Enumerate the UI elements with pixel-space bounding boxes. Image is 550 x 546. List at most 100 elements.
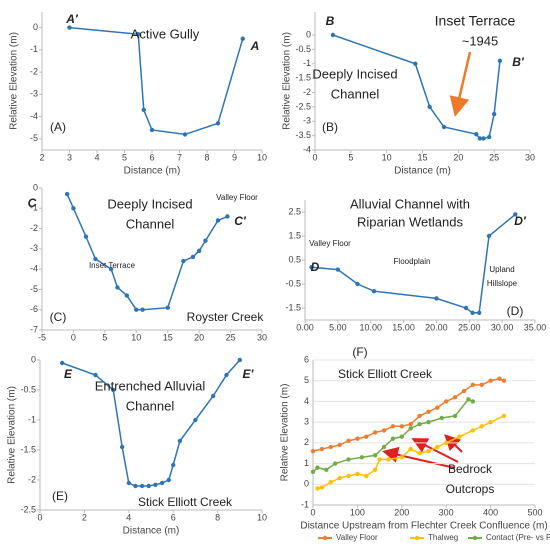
point <box>372 430 378 435</box>
y-tick-label: 0 <box>304 479 309 489</box>
point <box>166 477 171 483</box>
point <box>408 422 413 427</box>
point <box>346 457 351 462</box>
point <box>399 424 404 429</box>
x-tick-label: 500 <box>527 507 542 517</box>
x-tick-label: 5.00 <box>329 322 347 332</box>
point <box>486 134 492 140</box>
x-tick-label: 5 <box>102 332 107 342</box>
point <box>491 111 497 117</box>
legend-swatch <box>322 535 328 541</box>
x-tick-label: 4 <box>126 512 131 522</box>
point <box>386 457 391 462</box>
point <box>417 422 422 427</box>
point <box>444 440 449 446</box>
point <box>337 475 342 481</box>
y-tick-label: -2 <box>30 66 38 76</box>
point <box>479 382 484 388</box>
line <box>66 193 228 311</box>
annotation: A <box>250 39 260 53</box>
x-tick-label: 6 <box>149 152 154 162</box>
arrow <box>411 438 459 463</box>
x-tick-label: 15 <box>163 332 173 342</box>
annotation: Alluvial Channel with <box>350 196 470 211</box>
point <box>319 485 325 490</box>
y-tick-label: 5 <box>304 375 309 385</box>
point <box>399 434 404 439</box>
annotation: Valley Floor <box>309 239 351 248</box>
y-tick-label: -1 <box>28 414 36 424</box>
point <box>315 486 320 491</box>
y-tick-label: -0.5 <box>295 44 311 54</box>
y-tick-label: -3 <box>30 243 38 253</box>
point <box>108 266 114 272</box>
x-tick-label: 0 <box>310 507 315 517</box>
y-axis-label: Relative Elevation (m) <box>7 386 18 484</box>
point <box>364 434 369 439</box>
annotation: C′ <box>234 214 247 228</box>
annotation: Channel <box>331 86 380 101</box>
y-tick-label: -7 <box>30 324 38 334</box>
x-tick-label: 20 <box>453 152 463 162</box>
point <box>364 473 369 479</box>
point <box>355 281 360 287</box>
y-axis-label: Relative Elevation (m) <box>280 384 291 482</box>
y-tick-label: 1.5 <box>288 230 301 240</box>
point <box>441 124 447 130</box>
legend-label: Contact (Pre- vs Post) <box>486 533 550 542</box>
x-tick-label: 100 <box>350 507 365 517</box>
x-tick-label: 25.00 <box>458 322 481 332</box>
point <box>225 214 230 219</box>
annotation: B <box>326 14 335 28</box>
point <box>67 25 72 30</box>
point <box>237 357 242 363</box>
annotation: Bedrock <box>448 462 493 476</box>
x-tick-label: 20 <box>194 332 204 342</box>
x-tick-label: 30 <box>525 152 535 162</box>
x-tick-label: 3 <box>67 152 72 162</box>
point <box>439 415 444 421</box>
point <box>177 438 183 444</box>
line <box>69 26 244 136</box>
annotation: Entrenched Alluvial <box>95 378 206 393</box>
x-tick-label: 8 <box>204 152 209 162</box>
legend-swatch <box>414 535 420 541</box>
point <box>141 107 146 113</box>
y-tick-label: -2 <box>30 223 38 233</box>
arrow <box>382 446 456 469</box>
annotation: Inset Terrace <box>435 13 516 29</box>
x-tick-label: 10 <box>131 332 141 342</box>
annotation: Riparian Wetlands <box>357 214 463 229</box>
x-tick-label: 10 <box>382 152 392 162</box>
x-axis-label: Distance (m) <box>124 166 181 177</box>
x-tick-label: 0 <box>71 332 76 342</box>
x-tick-label: 0 <box>312 152 317 162</box>
point <box>310 469 316 475</box>
annotation: B′ <box>512 55 525 69</box>
y-tick-label: 1 <box>304 458 309 468</box>
point <box>171 462 176 468</box>
x-tick-label: 10 <box>257 152 267 162</box>
point <box>457 434 462 439</box>
point <box>126 480 131 486</box>
y-tick-label: -3.5 <box>295 130 311 140</box>
point <box>372 467 378 472</box>
annotation: Upland <box>489 265 514 274</box>
point <box>377 457 382 462</box>
y-tick-label: 0.5 <box>288 254 301 264</box>
x-tick-label: 2 <box>39 152 44 162</box>
x-tick-label: 300 <box>439 507 454 517</box>
x-tick-label: 200 <box>394 507 409 517</box>
line <box>312 377 505 452</box>
annotation: Inset Terrace <box>89 261 136 270</box>
point <box>470 399 476 404</box>
point <box>408 446 413 452</box>
point <box>203 238 208 243</box>
annotation: Channel <box>126 398 175 413</box>
point <box>452 413 458 419</box>
x-tick-label: -5 <box>38 332 46 342</box>
point <box>435 444 440 450</box>
point <box>426 409 431 414</box>
point <box>337 442 342 448</box>
x-tick-label: 15.00 <box>392 322 415 332</box>
